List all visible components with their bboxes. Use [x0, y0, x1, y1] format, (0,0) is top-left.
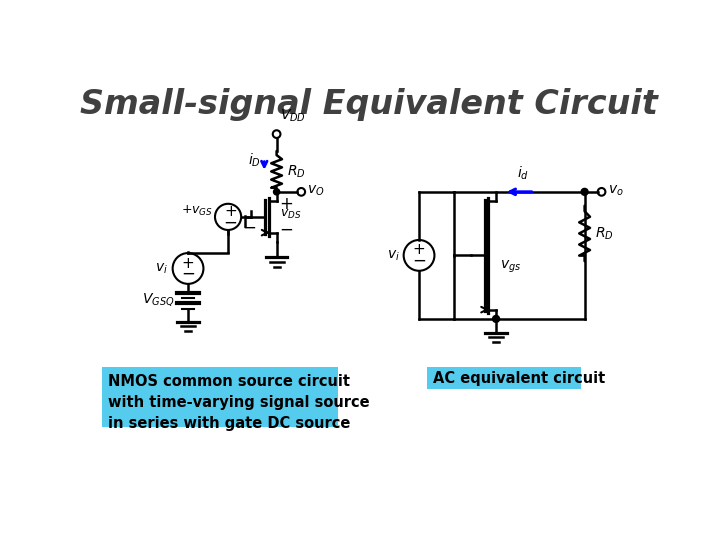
Text: +: + — [224, 204, 237, 219]
Text: $R_D$: $R_D$ — [287, 163, 306, 180]
Text: −: − — [279, 220, 293, 239]
FancyBboxPatch shape — [427, 367, 581, 389]
Text: $v_i$: $v_i$ — [156, 261, 168, 275]
Text: $v_{gs}$: $v_{gs}$ — [500, 259, 521, 275]
Text: $v_{DS}$: $v_{DS}$ — [279, 208, 301, 221]
Text: NMOS common source circuit
with time-varying signal source
in series with gate D: NMOS common source circuit with time-var… — [108, 374, 369, 430]
Text: $i_d$: $i_d$ — [517, 165, 529, 182]
Text: −: − — [181, 265, 195, 283]
Text: Small-signal Equivalent Circuit: Small-signal Equivalent Circuit — [80, 88, 658, 121]
Text: $+v_{GS}$: $+v_{GS}$ — [181, 204, 212, 218]
Text: +: + — [279, 195, 293, 213]
Text: +: + — [413, 242, 426, 258]
FancyBboxPatch shape — [102, 367, 338, 428]
Text: $v_o$: $v_o$ — [608, 183, 624, 198]
Circle shape — [492, 315, 500, 322]
Text: −: − — [412, 252, 426, 270]
Text: $v_i$: $v_i$ — [387, 248, 400, 262]
Text: $V_{GSQ}$: $V_{GSQ}$ — [142, 291, 174, 308]
Text: $V_{DD}$: $V_{DD}$ — [281, 107, 307, 124]
Text: AC equivalent circuit: AC equivalent circuit — [433, 372, 606, 386]
Text: $R_D$: $R_D$ — [595, 225, 614, 241]
Text: −: − — [223, 213, 238, 231]
Circle shape — [274, 189, 279, 195]
Circle shape — [581, 188, 588, 195]
Text: $v_O$: $v_O$ — [307, 183, 325, 198]
Text: $i_D$: $i_D$ — [248, 152, 261, 169]
Text: +: + — [181, 255, 194, 271]
Text: −: − — [243, 219, 256, 237]
